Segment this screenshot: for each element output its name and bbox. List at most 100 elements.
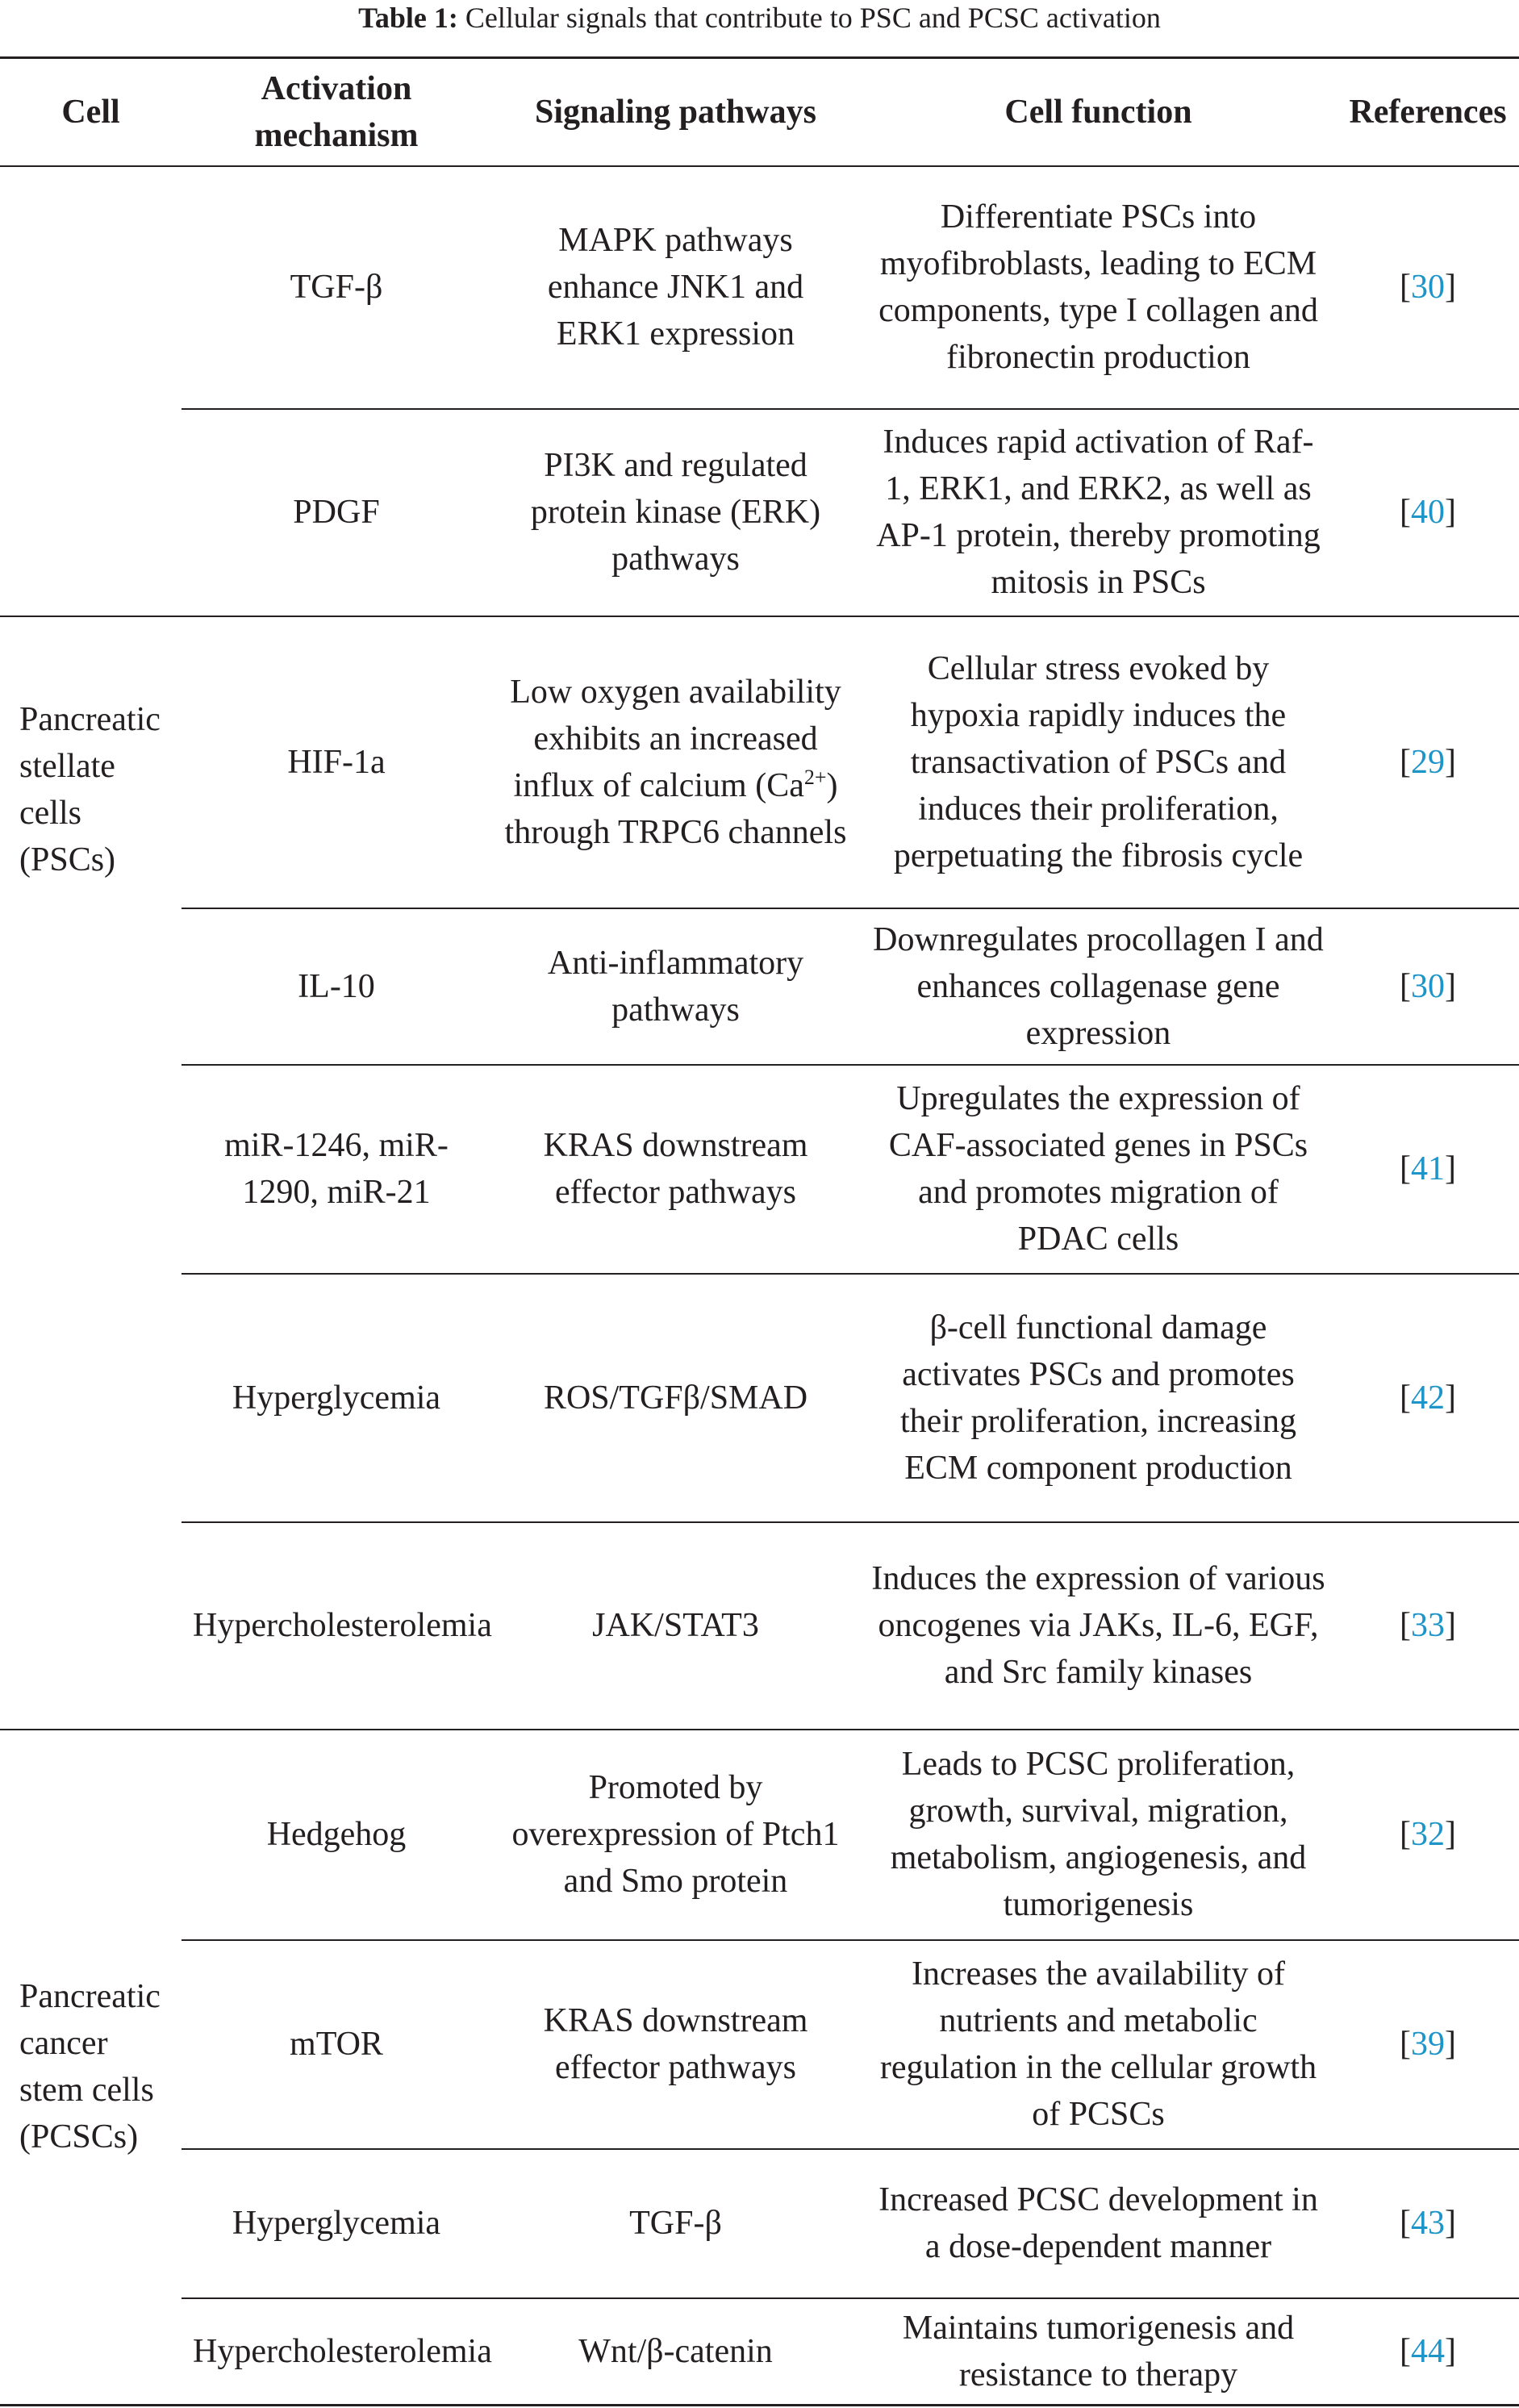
bracket: ] bbox=[1445, 2026, 1456, 2063]
activation-mechanism: TGF-β bbox=[182, 165, 491, 409]
reference: [41] bbox=[1337, 1063, 1519, 1274]
bracket: [ bbox=[1400, 1379, 1411, 1417]
bracket: [ bbox=[1400, 967, 1411, 1005]
header-cell: Activation mechanism bbox=[182, 57, 491, 167]
header-row: Cell Activation mechanism Signaling pathwa… bbox=[0, 57, 1519, 167]
pathway-text: ROS/TGFβ/SMAD bbox=[543, 1379, 808, 1417]
reference-link[interactable]: 33 bbox=[1411, 1607, 1445, 1644]
reference-link[interactable]: 40 bbox=[1411, 494, 1445, 531]
caption-label: Table 1: bbox=[358, 2, 458, 34]
activation-mechanism: Hypercholesterolemia bbox=[182, 1521, 492, 1730]
pathway-text: KRAS downstream effector pathways bbox=[543, 2002, 808, 2086]
pathway-text: MAPK pathways enhance JNK1 and ERK1 expr… bbox=[547, 222, 804, 353]
reference-link[interactable]: 30 bbox=[1411, 967, 1445, 1005]
reference-link[interactable]: 29 bbox=[1411, 743, 1445, 781]
bracket: ] bbox=[1445, 269, 1456, 306]
bracket: [ bbox=[1400, 2205, 1411, 2242]
signaling-pathway: Anti-inflammatory pathways bbox=[491, 907, 860, 1065]
cell-function: Differentiate PSCs into myofibroblasts, … bbox=[860, 165, 1337, 409]
header-cell: Signaling pathways bbox=[491, 57, 860, 167]
reference: [29] bbox=[1337, 615, 1519, 908]
table-row: TGF-β MAPK pathways enhance JNK1 and ERK1… bbox=[0, 165, 1519, 616]
reference: [30] bbox=[1337, 165, 1519, 409]
bracket: ] bbox=[1445, 2205, 1456, 2242]
cell-function: Increased PCSC development in a dose-dep… bbox=[860, 2147, 1337, 2298]
table-row: Hyperglycemia ROS/TGFβ/SMAD β-cell functio… bbox=[0, 1272, 1519, 1522]
cell-type: Pancreatic cancer stem cells (PCSCs) bbox=[0, 1728, 182, 2406]
table-caption: Table 1: Cellular signals that contribut… bbox=[0, 0, 1519, 56]
pathway-text: PI3K and regulated protein kinase (ERK) … bbox=[530, 447, 821, 578]
signaling-pathway: KRAS downstream effector pathways bbox=[491, 1063, 860, 1274]
table-row: mTOR KRAS downstream effector pathways Inc… bbox=[0, 1939, 1519, 2149]
signaling-pathway: JAK/STAT3 bbox=[491, 1521, 860, 1730]
activation-mechanism: Hypercholesterolemia bbox=[182, 2297, 492, 2406]
cell-type: Pancreatic stellate cells (PSCs) bbox=[0, 615, 182, 1730]
bracket: ] bbox=[1445, 494, 1456, 531]
bracket: [ bbox=[1400, 2332, 1411, 2370]
signaling-pathway: ROS/TGFβ/SMAD bbox=[491, 1272, 860, 1522]
activation-mechanism: HIF-1a bbox=[182, 615, 491, 908]
header-cell: Cell bbox=[0, 57, 182, 167]
table-row: Hyperglycemia TGF-β Increased PCSC develop… bbox=[0, 2147, 1519, 2298]
activation-mechanism: IL-10 bbox=[182, 907, 491, 1065]
header-cell: Cell function bbox=[860, 57, 1337, 167]
bracket: [ bbox=[1400, 494, 1411, 531]
pathway-text: KRAS downstream effector pathways bbox=[543, 1127, 808, 1211]
reference-link[interactable]: 43 bbox=[1411, 2205, 1445, 2242]
cell-function: β-cell functional damage activates PSCs … bbox=[860, 1272, 1337, 1522]
signaling-pathway: PI3K and regulated protein kinase (ERK) … bbox=[491, 407, 860, 616]
reference-link[interactable]: 39 bbox=[1411, 2026, 1445, 2063]
reference-link[interactable]: 44 bbox=[1411, 2332, 1445, 2370]
pathway-text: Low oxygen availability exhibits an incr… bbox=[510, 673, 841, 804]
table-row: Pancreatic cancer stem cells (PCSCs) Hedg… bbox=[0, 1728, 1519, 2406]
activation-mechanism: mTOR bbox=[182, 1939, 491, 2149]
bracket: [ bbox=[1400, 743, 1411, 781]
reference: [44] bbox=[1337, 2297, 1519, 2406]
reference: [32] bbox=[1337, 1728, 1519, 1940]
reference-link[interactable]: 32 bbox=[1411, 1816, 1445, 1853]
cell-function: Upregulates the expression of CAF-associ… bbox=[860, 1063, 1337, 1274]
cell-function: Leads to PCSC proliferation, growth, sur… bbox=[860, 1728, 1337, 1940]
bracket: [ bbox=[1400, 1607, 1411, 1644]
reference: [33] bbox=[1337, 1521, 1519, 1730]
reference: [43] bbox=[1337, 2147, 1519, 2298]
cell-function: Maintains tumorigenesis and resistance t… bbox=[860, 2297, 1337, 2406]
cell-function: Induces rapid activation of Raf-1, ERK1,… bbox=[860, 407, 1337, 616]
bracket: ] bbox=[1445, 2332, 1456, 2370]
table: Cell Activation mechanism Signaling pathwa… bbox=[0, 56, 1519, 2406]
table-row: Pancreatic stellate cells (PSCs) HIF-1a Lo… bbox=[0, 615, 1519, 1730]
header-cell: References bbox=[1337, 57, 1519, 167]
table-row: miR-1246, miR-1290, miR-21 KRAS downstrea… bbox=[0, 1063, 1519, 1274]
bracket: [ bbox=[1400, 2026, 1411, 2063]
bracket: ] bbox=[1445, 1150, 1456, 1187]
reference: [39] bbox=[1337, 1939, 1519, 2149]
cell-function: Induces the expression of various oncoge… bbox=[860, 1521, 1337, 1730]
activation-mechanism: Hedgehog bbox=[182, 1728, 491, 1940]
bracket: [ bbox=[1400, 269, 1411, 306]
reference: [40] bbox=[1337, 407, 1519, 616]
pathway-text: Wnt/β-catenin bbox=[578, 2332, 773, 2370]
reference-link[interactable]: 30 bbox=[1411, 269, 1445, 306]
activation-mechanism: PDGF bbox=[182, 407, 491, 616]
pathway-text: TGF-β bbox=[629, 2205, 722, 2242]
cell-function: Downregulates procollagen I and enhances… bbox=[860, 907, 1337, 1065]
superscript: 2+ bbox=[803, 765, 827, 789]
signaling-pathway: Low oxygen availability exhibits an incr… bbox=[491, 615, 860, 908]
bracket: ] bbox=[1445, 1607, 1456, 1644]
signaling-pathway: TGF-β bbox=[491, 2147, 860, 2298]
bracket: ] bbox=[1445, 1379, 1456, 1417]
reference: [42] bbox=[1337, 1272, 1519, 1522]
signaling-pathway: MAPK pathways enhance JNK1 and ERK1 expr… bbox=[491, 165, 860, 409]
cell-type bbox=[0, 165, 182, 616]
reference-link[interactable]: 42 bbox=[1411, 1379, 1445, 1417]
reference-link[interactable]: 41 bbox=[1411, 1150, 1445, 1187]
bracket: [ bbox=[1400, 1816, 1411, 1853]
activation-mechanism: miR-1246, miR-1290, miR-21 bbox=[182, 1063, 491, 1274]
pathway-text: Promoted by overexpression of Ptch1 and … bbox=[511, 1769, 840, 1900]
bracket: ] bbox=[1445, 1816, 1456, 1853]
cell-function: Increases the availability of nutrients … bbox=[860, 1939, 1337, 2149]
table-row: Hypercholesterolemia JAK/STAT3 Induces the… bbox=[0, 1521, 1519, 1730]
bracket: ] bbox=[1445, 967, 1456, 1005]
table-row: IL-10 Anti-inflammatory pathways Downregul… bbox=[0, 907, 1519, 1065]
